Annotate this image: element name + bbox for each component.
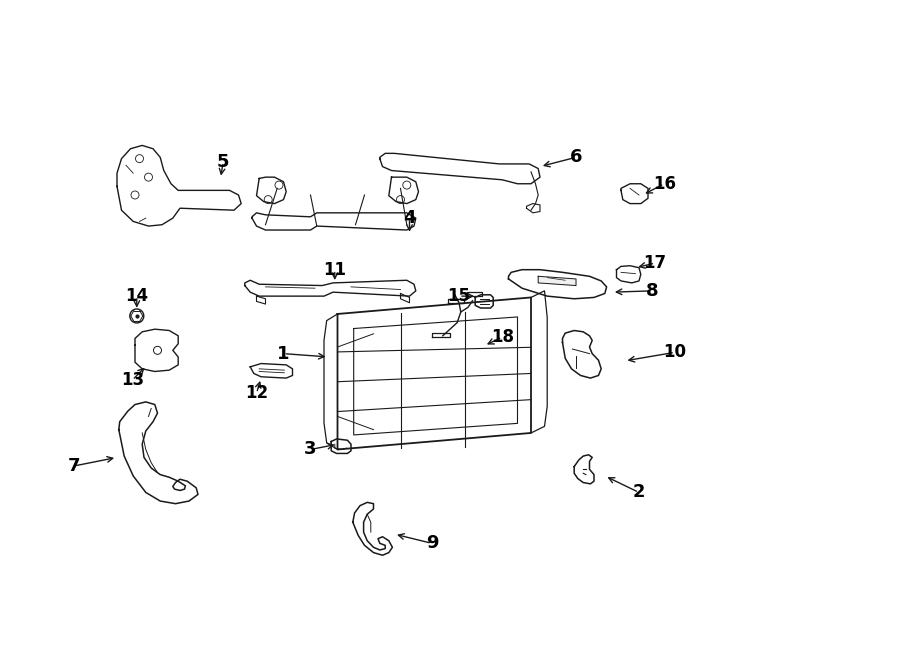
Polygon shape [117,145,241,226]
Polygon shape [250,364,292,378]
Polygon shape [400,293,410,303]
Text: 11: 11 [323,260,346,279]
Polygon shape [256,296,266,304]
Text: 13: 13 [121,371,144,389]
Text: 9: 9 [426,534,438,553]
Polygon shape [475,295,493,308]
Polygon shape [508,270,607,299]
Polygon shape [448,299,464,303]
Polygon shape [389,177,419,204]
Text: 6: 6 [570,148,582,167]
Polygon shape [574,455,594,484]
Text: 14: 14 [125,287,148,305]
Polygon shape [380,153,540,184]
Text: 3: 3 [304,440,317,459]
Polygon shape [526,204,540,213]
Text: 2: 2 [633,483,645,502]
Polygon shape [135,329,178,371]
Polygon shape [621,184,648,204]
Polygon shape [245,280,416,296]
Polygon shape [432,333,450,337]
Text: 16: 16 [652,175,676,193]
Polygon shape [538,276,576,286]
Polygon shape [467,292,482,296]
Text: 15: 15 [447,287,471,305]
Text: 10: 10 [663,343,687,362]
Polygon shape [119,402,198,504]
Polygon shape [353,502,392,555]
Text: 4: 4 [403,209,416,227]
Polygon shape [256,177,286,204]
Polygon shape [331,439,351,453]
Polygon shape [562,330,601,378]
Text: 1: 1 [277,344,290,363]
Text: 5: 5 [217,153,230,171]
Text: 12: 12 [245,384,268,403]
Text: 18: 18 [491,328,514,346]
Text: 7: 7 [68,457,80,475]
Polygon shape [616,266,641,283]
Text: 8: 8 [646,282,659,300]
Polygon shape [252,213,416,230]
Text: 17: 17 [644,254,667,272]
Polygon shape [338,297,531,449]
